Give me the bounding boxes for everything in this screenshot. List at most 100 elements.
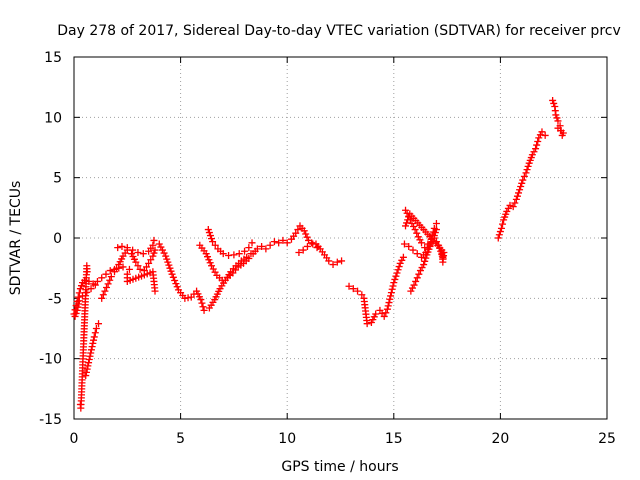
- data-point: [245, 244, 253, 252]
- data-point: [380, 312, 388, 320]
- data-point: [302, 230, 310, 238]
- data-point: [93, 277, 101, 285]
- data-point: [303, 233, 311, 241]
- data-point: [400, 240, 408, 248]
- x-tick-label: 0: [70, 431, 79, 447]
- data-point: [75, 300, 83, 308]
- data-point: [410, 223, 418, 231]
- data-point: [95, 320, 103, 328]
- data-point: [550, 99, 558, 107]
- data-point: [520, 172, 528, 180]
- data-point: [395, 263, 403, 271]
- y-axis-tick-labels: -15 -10 -5 0 5 10 15: [39, 50, 62, 428]
- data-point: [168, 270, 176, 278]
- data-point: [495, 231, 503, 239]
- data-point: [504, 204, 512, 212]
- data-point: [85, 359, 93, 367]
- data-point: [87, 285, 95, 293]
- data-point: [151, 287, 159, 295]
- data-point: [162, 252, 170, 260]
- data-point: [113, 264, 121, 272]
- data-point: [149, 252, 157, 260]
- data-point: [106, 267, 114, 275]
- data-point: [385, 299, 393, 307]
- data-point: [398, 256, 406, 264]
- data-point: [90, 336, 98, 344]
- data-point: [295, 248, 303, 256]
- data-point: [90, 333, 98, 341]
- data-point: [402, 206, 410, 214]
- data-point: [169, 273, 177, 281]
- data-point: [134, 262, 142, 270]
- data-point: [89, 339, 97, 347]
- data-point: [511, 199, 519, 207]
- data-point: [405, 213, 413, 221]
- data-point: [426, 242, 434, 250]
- data-point: [432, 220, 440, 228]
- data-point: [313, 244, 321, 252]
- data-point: [534, 137, 542, 145]
- data-point: [283, 239, 291, 247]
- data-point: [430, 224, 438, 232]
- data-point: [554, 117, 562, 125]
- data-point: [541, 131, 549, 139]
- data-point: [386, 295, 394, 303]
- data-point: [390, 279, 398, 287]
- data-point: [125, 265, 133, 273]
- data-point: [422, 254, 430, 262]
- y-tick-label: 10: [44, 110, 62, 126]
- data-point: [172, 280, 180, 288]
- data-point: [413, 274, 421, 282]
- data-point: [383, 305, 391, 313]
- data-point: [157, 243, 165, 251]
- data-point: [248, 239, 256, 247]
- data-point: [354, 287, 362, 295]
- data-point: [258, 242, 266, 250]
- y-axis-label: SDTVAR / TECUs: [8, 181, 24, 296]
- data-point: [533, 141, 541, 149]
- data-point: [164, 258, 172, 266]
- data-point: [325, 257, 333, 265]
- data-point: [88, 343, 96, 351]
- data-point: [499, 220, 507, 228]
- data-point: [103, 283, 111, 291]
- data-point: [303, 242, 311, 250]
- data-point: [72, 309, 80, 317]
- data-point: [515, 189, 523, 197]
- y-tick-label: -5: [48, 291, 62, 307]
- data-point: [123, 244, 131, 252]
- data-point: [294, 226, 302, 234]
- data-point: [218, 276, 226, 284]
- data-point: [420, 261, 428, 269]
- data-point: [198, 299, 206, 307]
- data-point: [206, 232, 214, 240]
- x-axis-label: GPS time / hours: [281, 459, 398, 475]
- data-point: [85, 355, 93, 363]
- data-point: [86, 352, 94, 360]
- data-point: [101, 287, 109, 295]
- data-point: [338, 257, 346, 265]
- data-point: [74, 303, 82, 311]
- data-point: [73, 306, 81, 314]
- data-point: [329, 261, 337, 269]
- y-tick-label: 5: [53, 171, 62, 187]
- data-point: [552, 111, 560, 119]
- data-point: [149, 241, 157, 249]
- data-point: [530, 148, 538, 156]
- data-point: [506, 201, 514, 209]
- data-point: [275, 239, 283, 247]
- data-point: [308, 239, 316, 247]
- data-point: [553, 114, 561, 122]
- data-point: [147, 256, 155, 264]
- data-point: [299, 246, 307, 254]
- data-point: [528, 151, 536, 159]
- y-tick-label: 0: [53, 231, 62, 247]
- data-point: [230, 251, 238, 259]
- data-point: [74, 293, 82, 301]
- data-point: [279, 236, 287, 244]
- data-point: [388, 285, 396, 293]
- data-point: [416, 236, 424, 244]
- x-tick-label: 5: [176, 431, 185, 447]
- data-point: [84, 362, 92, 370]
- y-tick-label: -15: [39, 412, 62, 428]
